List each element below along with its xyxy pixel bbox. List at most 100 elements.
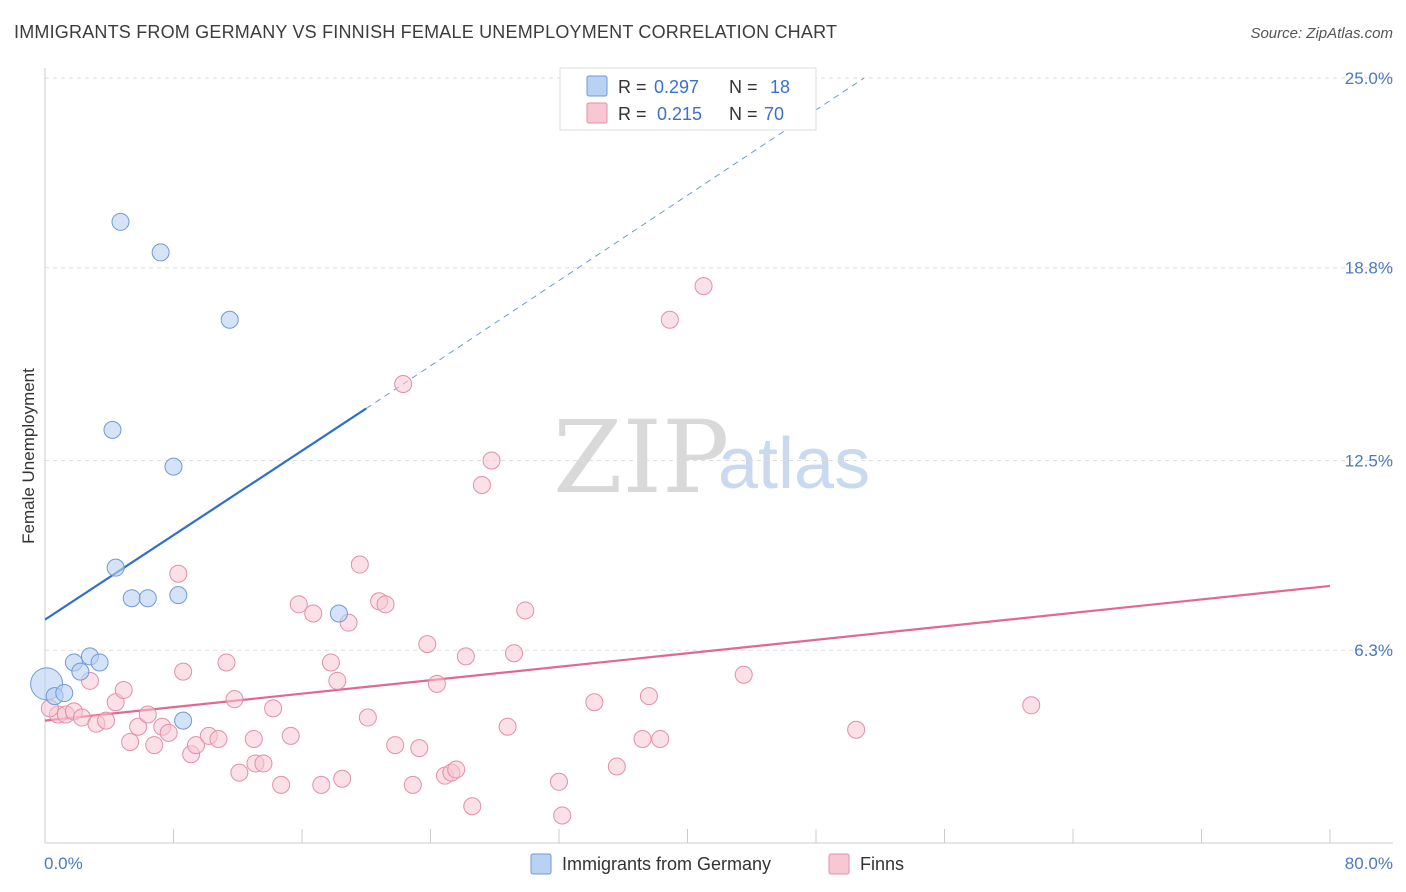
x-tick-label-max: 80.0% [1345, 854, 1393, 873]
finns-point [272, 775, 291, 794]
finns-point [651, 729, 670, 748]
germany-point [164, 457, 183, 476]
finns-point [734, 665, 753, 684]
trend-line-germany [44, 407, 367, 621]
finns-point [553, 806, 572, 825]
finns-point [289, 595, 308, 614]
finns-point [244, 729, 263, 748]
bottom-legend-label-finns: Finns [860, 854, 904, 874]
finns-point [847, 720, 866, 739]
finns-point [358, 708, 377, 727]
legend-swatch-germany [586, 75, 608, 97]
germany-point [106, 558, 125, 577]
stats-legend: R = 0.297 N = 18 R = 0.215 N = 70 [559, 67, 817, 131]
finns-point [114, 681, 133, 699]
finns-point [447, 760, 466, 779]
y-tick-label: 12.5% [1345, 452, 1393, 471]
finns-point [304, 604, 323, 623]
legend-r-label-finns: R = [618, 104, 647, 124]
germany-point [111, 212, 130, 231]
finns-point [121, 733, 140, 752]
finns-point [607, 757, 626, 776]
finns-point [1022, 696, 1041, 715]
finns-point [463, 797, 482, 816]
x-tick-label-min: 0.0% [44, 854, 83, 873]
finns-point [209, 729, 228, 748]
finns-point [660, 310, 679, 329]
finns-point [312, 775, 331, 794]
finns-point [516, 601, 535, 620]
legend-r-value-finns: 0.215 [657, 104, 702, 124]
legend-n-value-germany: 18 [770, 77, 790, 97]
y-tick-label: 18.8% [1345, 259, 1393, 278]
finns-point [472, 475, 491, 494]
source-label: Source: ZipAtlas.com [1250, 25, 1393, 42]
finns-point [254, 754, 273, 773]
finns-point [376, 595, 395, 614]
finns-point [186, 736, 205, 755]
legend-n-label-germany: N = [729, 77, 758, 97]
finns-point [694, 277, 713, 296]
legend-r-label-germany: R = [618, 77, 647, 97]
finns-point [225, 690, 244, 709]
germany-point [71, 662, 90, 681]
finns-point [129, 717, 148, 736]
germany-point [122, 589, 141, 608]
finns-point [585, 693, 604, 712]
chart-title: IMMIGRANTS FROM GERMANY VS FINNISH FEMAL… [14, 22, 837, 42]
finns-point [230, 763, 249, 782]
finns-point [328, 671, 347, 690]
finns-point [97, 711, 116, 730]
finns-point [217, 653, 236, 672]
germany-point [103, 420, 122, 439]
finns-point [264, 699, 283, 718]
finns-point [169, 564, 188, 583]
germany-point [220, 310, 239, 329]
finns-point [333, 769, 352, 788]
finns-point [174, 662, 193, 681]
finns-point [482, 451, 501, 470]
finns-point [394, 375, 413, 393]
trend-line-germany-extension [365, 77, 865, 409]
finns-point [498, 717, 517, 736]
watermark: ZIP atlas [553, 399, 870, 516]
germany-point [169, 586, 188, 605]
finns-point [138, 705, 157, 724]
finns-point [145, 736, 164, 755]
finns-point [281, 726, 300, 745]
legend-n-value-finns: 70 [764, 104, 784, 124]
germany-point [174, 711, 193, 730]
series-legend: Immigrants from Germany Finns [530, 853, 904, 875]
finns-point [505, 644, 524, 663]
germany-point [329, 604, 348, 623]
gridlines [45, 77, 1393, 651]
finns-point [456, 647, 475, 666]
finns-point [159, 723, 178, 742]
finns-point [550, 772, 568, 791]
finns-point [633, 729, 652, 748]
germany-point [138, 589, 157, 608]
y-axis-label: Female Unemployment [19, 368, 38, 544]
finns-point [418, 635, 437, 654]
trend-line-finns [44, 584, 1331, 722]
watermark-zip: ZIP [553, 399, 729, 516]
y-tick-label: 25.0% [1345, 69, 1393, 88]
y-tick-label: 6.3% [1354, 641, 1393, 660]
finns-point [350, 555, 369, 574]
finns-point [427, 674, 446, 693]
finns-point [410, 739, 429, 758]
finns-point [321, 653, 340, 672]
bottom-legend-swatch-finns [828, 853, 850, 875]
bottom-legend-swatch-germany [530, 853, 552, 875]
bottom-legend-label-germany: Immigrants from Germany [562, 854, 771, 874]
germany-point [151, 243, 170, 262]
finns-point [639, 687, 658, 706]
trend-lines [44, 77, 1331, 722]
germany-point [55, 684, 74, 703]
legend-r-value-germany: 0.297 [654, 77, 699, 97]
y-tick-labels: 6.3% 12.5% 18.8% 25.0% [1345, 69, 1393, 660]
legend-swatch-finns [586, 102, 608, 124]
germany-point [90, 653, 109, 672]
finns-point [386, 736, 405, 755]
